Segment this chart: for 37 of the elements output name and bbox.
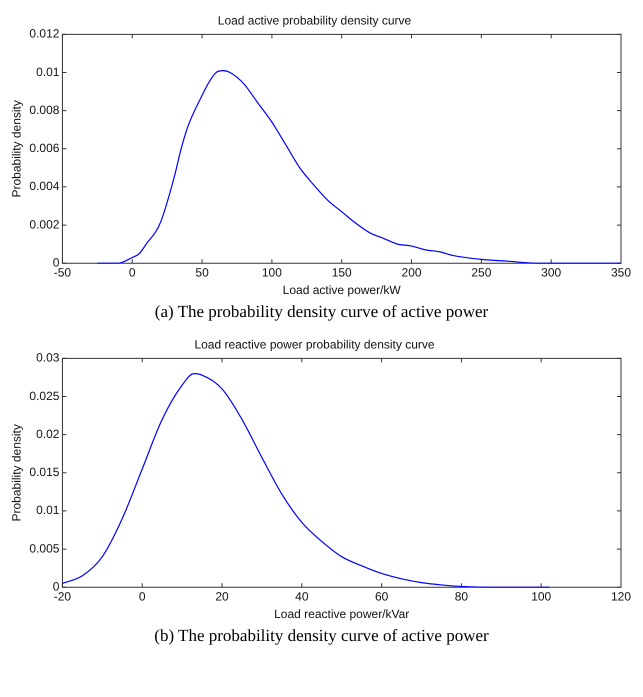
- x-tick-label: 100: [262, 266, 282, 280]
- x-tick-label: 0: [138, 590, 146, 604]
- chart-title: Load reactive power probability density curve: [194, 338, 435, 352]
- x-tick-label: 60: [374, 590, 389, 604]
- y-tick-label: 0.008: [29, 102, 60, 117]
- y-tick-label: 0.025: [29, 388, 60, 403]
- y-tick-label: 0.015: [29, 465, 60, 480]
- y-tick-label: 0.03: [36, 350, 60, 365]
- x-tick-label: 50: [195, 266, 210, 280]
- x-tick-label: 250: [471, 266, 492, 280]
- y-tick-label: 0.004: [29, 179, 60, 194]
- y-tick-label: 0.002: [29, 217, 60, 232]
- x-tick-label: 150: [332, 266, 352, 280]
- x-tick-label: 120: [610, 590, 632, 604]
- chart-title: Load active probability density curve: [218, 14, 412, 28]
- y-tick-label: 0.006: [29, 141, 60, 156]
- x-tick-label: 80: [454, 590, 468, 604]
- x-tick-label: 20: [215, 590, 230, 604]
- y-tick-label: 0.012: [29, 26, 60, 41]
- x-axis-title: Load active power/kW: [282, 283, 402, 298]
- y-tick-label: 0.005: [29, 541, 60, 556]
- line-series: [62, 373, 550, 588]
- x-tick-label: 350: [610, 266, 632, 280]
- line-series: [96, 70, 622, 264]
- y-axis-title: Probability density: [10, 424, 24, 522]
- x-tick-label: 0: [128, 266, 136, 280]
- text: (b) The probability density curve of active power: [153, 626, 490, 646]
- x-tick-label: 200: [402, 266, 422, 280]
- y-tick-label: 0.01: [36, 64, 60, 79]
- x-tick-label: 300: [541, 266, 562, 280]
- x-tick-label: 100: [531, 590, 552, 604]
- y-tick-label: 0.01: [36, 503, 60, 518]
- text: (a) The probability density curve of active power: [154, 302, 490, 322]
- x-tick-label: 40: [295, 590, 309, 604]
- y-tick-label: 0.02: [36, 426, 60, 441]
- y-axis-title: Probability density: [10, 100, 24, 198]
- x-axis-title: Load reactive power/kVar: [274, 607, 410, 622]
